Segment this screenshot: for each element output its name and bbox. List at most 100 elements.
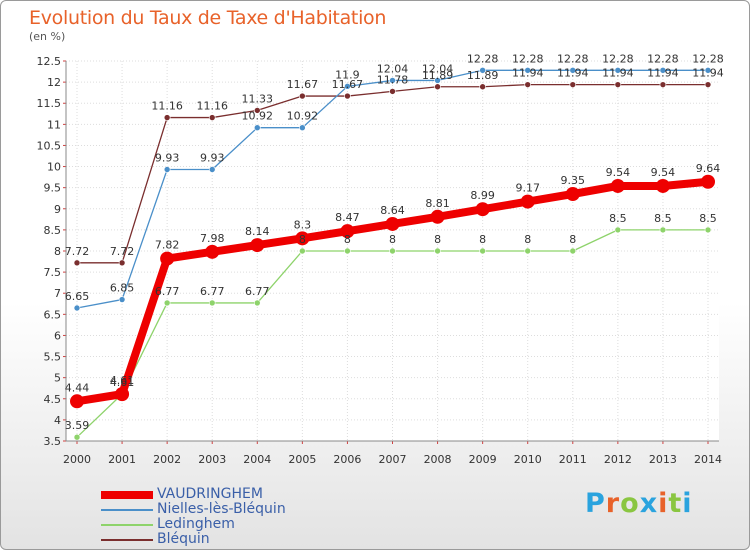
data-label-0-10: 9.17 — [515, 182, 540, 195]
data-point-3-11 — [569, 81, 577, 88]
data-label-0-11: 9.35 — [561, 174, 586, 187]
data-label-1-7: 12.04 — [377, 62, 409, 75]
data-point-3-6 — [344, 92, 351, 100]
data-point-0-12 — [610, 178, 625, 193]
legend-swatch-vaudringhem — [101, 491, 153, 499]
legend: VAUDRINGHEM Nielles-lès-Bléquin Ledinghe… — [101, 486, 361, 547]
y-tick-label: 5 — [54, 372, 61, 385]
data-label-2-4: 6.77 — [245, 285, 270, 298]
x-tick-label: 2006 — [333, 453, 361, 466]
data-point-1-1 — [118, 296, 126, 303]
data-point-2-14 — [704, 226, 712, 234]
data-point-2-2 — [163, 299, 171, 307]
data-point-1-3 — [208, 166, 216, 173]
x-tick-label: 2005 — [288, 453, 316, 466]
data-point-2-13 — [659, 226, 667, 234]
data-label-3-3: 11.16 — [196, 100, 228, 113]
data-label-0-8: 8.81 — [425, 197, 450, 210]
y-tick-label: 5.5 — [44, 351, 62, 364]
x-tick-label: 2014 — [694, 453, 722, 466]
data-label-1-13: 12.28 — [647, 52, 679, 65]
data-point-1-0 — [73, 304, 81, 312]
data-point-2-10 — [524, 247, 532, 255]
data-point-0-14 — [701, 174, 715, 189]
x-tick-label: 2009 — [469, 453, 497, 466]
data-point-2-11 — [569, 247, 577, 255]
logo-letter: t — [668, 488, 683, 519]
data-label-1-6: 11.9 — [335, 68, 360, 81]
y-tick-label: 7 — [54, 287, 61, 300]
data-label-3-4: 11.33 — [242, 92, 274, 105]
data-label-0-5: 8.3 — [294, 218, 312, 231]
data-label-2-5: 8 — [299, 233, 306, 246]
data-label-2-7: 8 — [389, 233, 396, 246]
y-tick-label: 10.5 — [37, 139, 62, 152]
x-tick-label: 2013 — [649, 453, 677, 466]
data-label-0-2: 7.82 — [155, 239, 180, 252]
data-label-1-3: 9.93 — [200, 152, 225, 165]
data-point-1-10 — [524, 66, 532, 74]
legend-label-ledinghem: Ledinghem — [157, 516, 235, 532]
data-label-1-4: 10.92 — [242, 110, 274, 123]
data-label-1-9: 12.28 — [467, 52, 499, 65]
data-point-3-13 — [659, 81, 667, 88]
logo-letter: o — [620, 488, 640, 519]
legend-label-blequin: Bléquin — [157, 531, 210, 547]
chart-subtitle: (en %) — [29, 30, 66, 43]
x-tick-label: 2004 — [243, 453, 271, 466]
legend-swatch-blequin — [101, 539, 153, 541]
data-label-2-0: 3.59 — [65, 419, 90, 432]
data-label-0-3: 7.98 — [200, 232, 225, 245]
data-point-3-2 — [163, 114, 171, 121]
data-label-0-7: 8.64 — [380, 204, 405, 217]
data-point-3-9 — [479, 83, 486, 91]
data-label-0-0: 4.44 — [65, 381, 90, 394]
data-point-2-9 — [479, 247, 486, 255]
y-tick-label: 11.5 — [37, 97, 62, 110]
data-label-2-6: 8 — [344, 233, 351, 246]
x-tick-label: 2008 — [424, 453, 452, 466]
chart-title: Evolution du Taux de Taxe d'Habitation — [29, 7, 387, 29]
logo-letter: i — [682, 488, 693, 519]
legend-item-nielles: Nielles-lès-Bléquin — [101, 501, 361, 517]
legend-label-vaudringhem: VAUDRINGHEM — [157, 486, 263, 502]
data-point-0-3 — [205, 244, 220, 259]
data-point-0-0 — [70, 394, 84, 409]
data-point-1-5 — [299, 124, 306, 132]
data-label-2-9: 8 — [479, 233, 486, 246]
data-label-3-13: 11.94 — [647, 67, 679, 80]
data-point-3-5 — [299, 92, 306, 100]
x-tick-label: 2011 — [559, 453, 587, 466]
data-point-1-8 — [434, 77, 441, 84]
y-tick-label: 6.5 — [44, 308, 62, 321]
data-point-2-4 — [253, 299, 261, 307]
data-point-3-12 — [614, 81, 622, 88]
data-label-3-5: 11.67 — [287, 78, 319, 91]
data-label-3-12: 11.94 — [602, 67, 634, 80]
data-point-1-2 — [163, 166, 171, 173]
data-label-0-12: 9.54 — [606, 166, 631, 179]
data-label-3-2: 11.16 — [151, 100, 183, 113]
data-label-3-10: 11.94 — [512, 67, 544, 80]
y-tick-label: 12 — [47, 76, 61, 89]
y-tick-label: 7.5 — [44, 266, 62, 279]
x-tick-label: 2002 — [153, 453, 181, 466]
y-tick-label: 8.5 — [44, 224, 62, 237]
data-label-0-6: 8.47 — [335, 211, 360, 224]
data-label-3-0: 7.72 — [65, 245, 90, 258]
data-point-1-12 — [614, 66, 622, 74]
data-point-0-13 — [655, 178, 670, 193]
x-tick-label: 2000 — [63, 453, 91, 466]
data-point-1-7 — [389, 77, 396, 84]
data-point-2-12 — [614, 226, 622, 234]
y-tick-label: 4.5 — [44, 393, 62, 406]
data-label-3-11: 11.94 — [557, 67, 589, 80]
y-tick-label: 9.5 — [44, 182, 62, 195]
data-point-1-14 — [704, 66, 712, 74]
data-label-2-14: 8.5 — [699, 212, 717, 225]
data-label-2-8: 8 — [434, 233, 441, 246]
data-point-3-4 — [253, 107, 261, 114]
y-tick-label: 9 — [54, 203, 61, 216]
